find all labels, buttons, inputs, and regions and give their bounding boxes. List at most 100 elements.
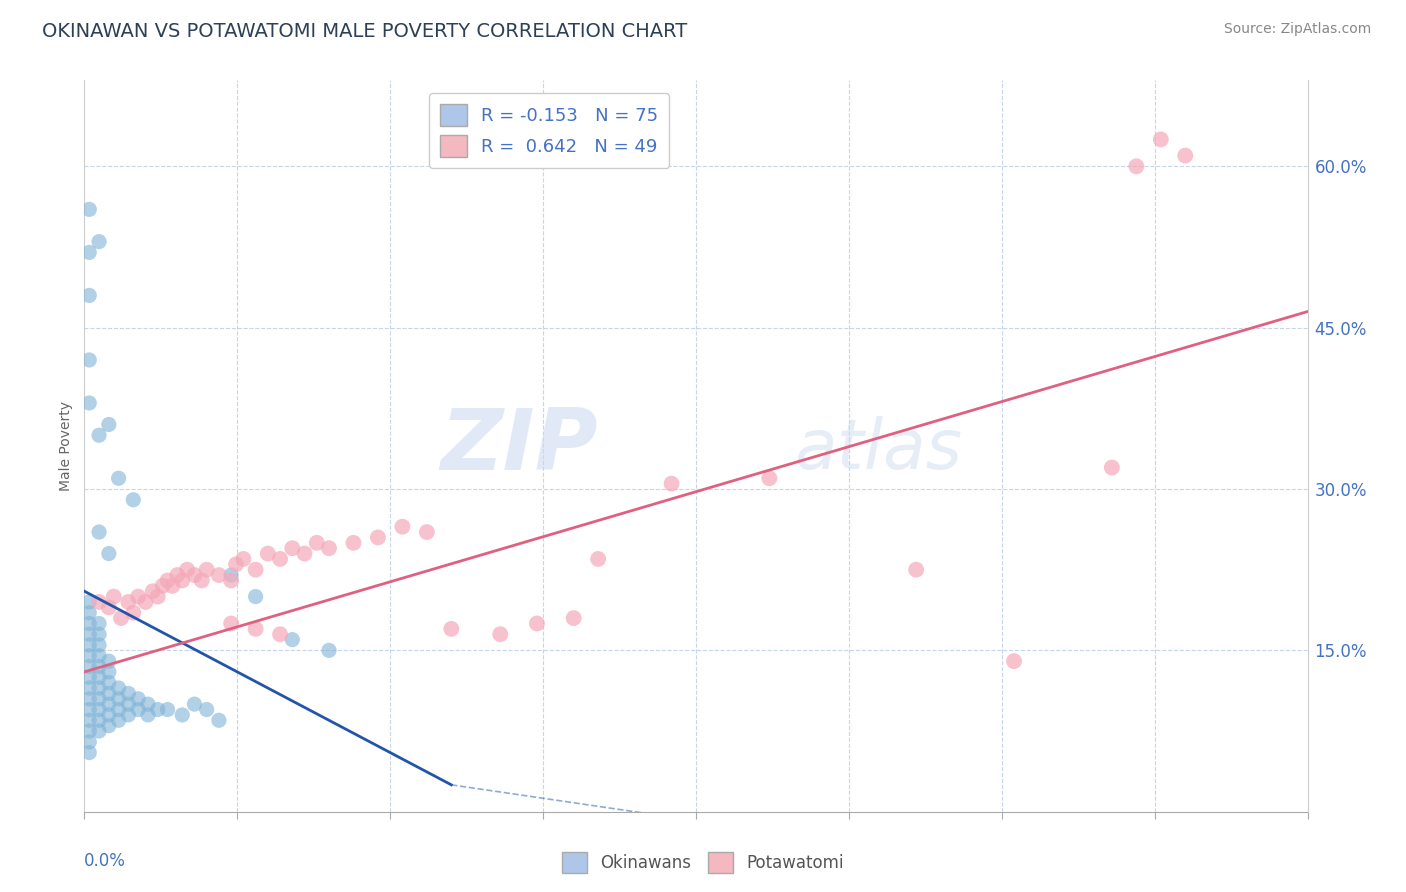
Point [135, 595, 157, 609]
Text: 0.0%: 0.0% [84, 852, 127, 870]
Point [87, 428, 110, 442]
Point [146, 590, 169, 604]
Point [122, 492, 145, 507]
Point [208, 568, 231, 582]
Point [172, 574, 194, 588]
Point [156, 574, 179, 588]
Point [172, 707, 194, 722]
Point [342, 536, 364, 550]
Point [156, 702, 179, 716]
Text: ZIP: ZIP [440, 404, 598, 488]
Point [87, 702, 110, 716]
Legend: Okinawans, Potawatomi: Okinawans, Potawatomi [555, 846, 851, 880]
Point [318, 541, 340, 556]
Point [1150, 132, 1173, 146]
Point [416, 524, 439, 539]
Point [77, 681, 100, 695]
Point [1125, 159, 1147, 173]
Point [136, 697, 159, 711]
Point [97, 697, 120, 711]
Point [117, 697, 139, 711]
Point [107, 681, 129, 695]
Point [77, 648, 100, 663]
Point [526, 616, 548, 631]
Point [77, 595, 100, 609]
Point [183, 568, 205, 582]
Point [195, 702, 218, 716]
Point [107, 702, 129, 716]
Point [97, 665, 120, 679]
Point [127, 702, 149, 716]
Point [269, 627, 291, 641]
Point [162, 579, 184, 593]
Point [77, 714, 100, 728]
Point [117, 707, 139, 722]
Point [77, 724, 100, 739]
Point [77, 288, 100, 302]
Point [97, 686, 120, 700]
Point [107, 691, 129, 706]
Point [77, 702, 100, 716]
Point [107, 714, 129, 728]
Point [183, 697, 205, 711]
Point [245, 563, 267, 577]
Text: OKINAWAN VS POTAWATOMI MALE POVERTY CORRELATION CHART: OKINAWAN VS POTAWATOMI MALE POVERTY CORR… [42, 22, 688, 41]
Point [219, 568, 242, 582]
Point [586, 552, 609, 566]
Point [191, 574, 214, 588]
Point [489, 627, 512, 641]
Point [87, 648, 110, 663]
Point [294, 547, 316, 561]
Point [905, 563, 928, 577]
Point [166, 568, 188, 582]
Text: atlas: atlas [794, 417, 962, 483]
Point [1174, 148, 1197, 162]
Point [257, 547, 280, 561]
Point [103, 590, 125, 604]
Point [305, 536, 328, 550]
Point [245, 590, 267, 604]
Point [97, 719, 120, 733]
Point [225, 558, 247, 572]
Point [77, 606, 100, 620]
Point [661, 476, 683, 491]
Point [87, 524, 110, 539]
Point [136, 707, 159, 722]
Point [232, 552, 254, 566]
Point [77, 746, 100, 760]
Point [219, 574, 242, 588]
Point [107, 471, 129, 485]
Point [77, 735, 100, 749]
Point [281, 632, 304, 647]
Point [122, 606, 145, 620]
Point [87, 724, 110, 739]
Point [87, 638, 110, 652]
Point [281, 541, 304, 556]
Point [87, 616, 110, 631]
Point [87, 595, 110, 609]
Point [208, 714, 231, 728]
Y-axis label: Male Poverty: Male Poverty [59, 401, 73, 491]
Point [152, 579, 174, 593]
Point [1002, 654, 1025, 668]
Point [87, 714, 110, 728]
Point [87, 691, 110, 706]
Point [146, 702, 169, 716]
Point [87, 235, 110, 249]
Point [269, 552, 291, 566]
Legend: R = -0.153   N = 75, R =  0.642   N = 49: R = -0.153 N = 75, R = 0.642 N = 49 [429, 93, 669, 168]
Point [97, 707, 120, 722]
Point [97, 417, 120, 432]
Point [87, 681, 110, 695]
Point [77, 638, 100, 652]
Point [391, 519, 413, 533]
Point [245, 622, 267, 636]
Point [87, 627, 110, 641]
Point [77, 627, 100, 641]
Point [1101, 460, 1123, 475]
Point [127, 590, 149, 604]
Point [440, 622, 463, 636]
Point [77, 670, 100, 684]
Point [77, 396, 100, 410]
Point [77, 659, 100, 673]
